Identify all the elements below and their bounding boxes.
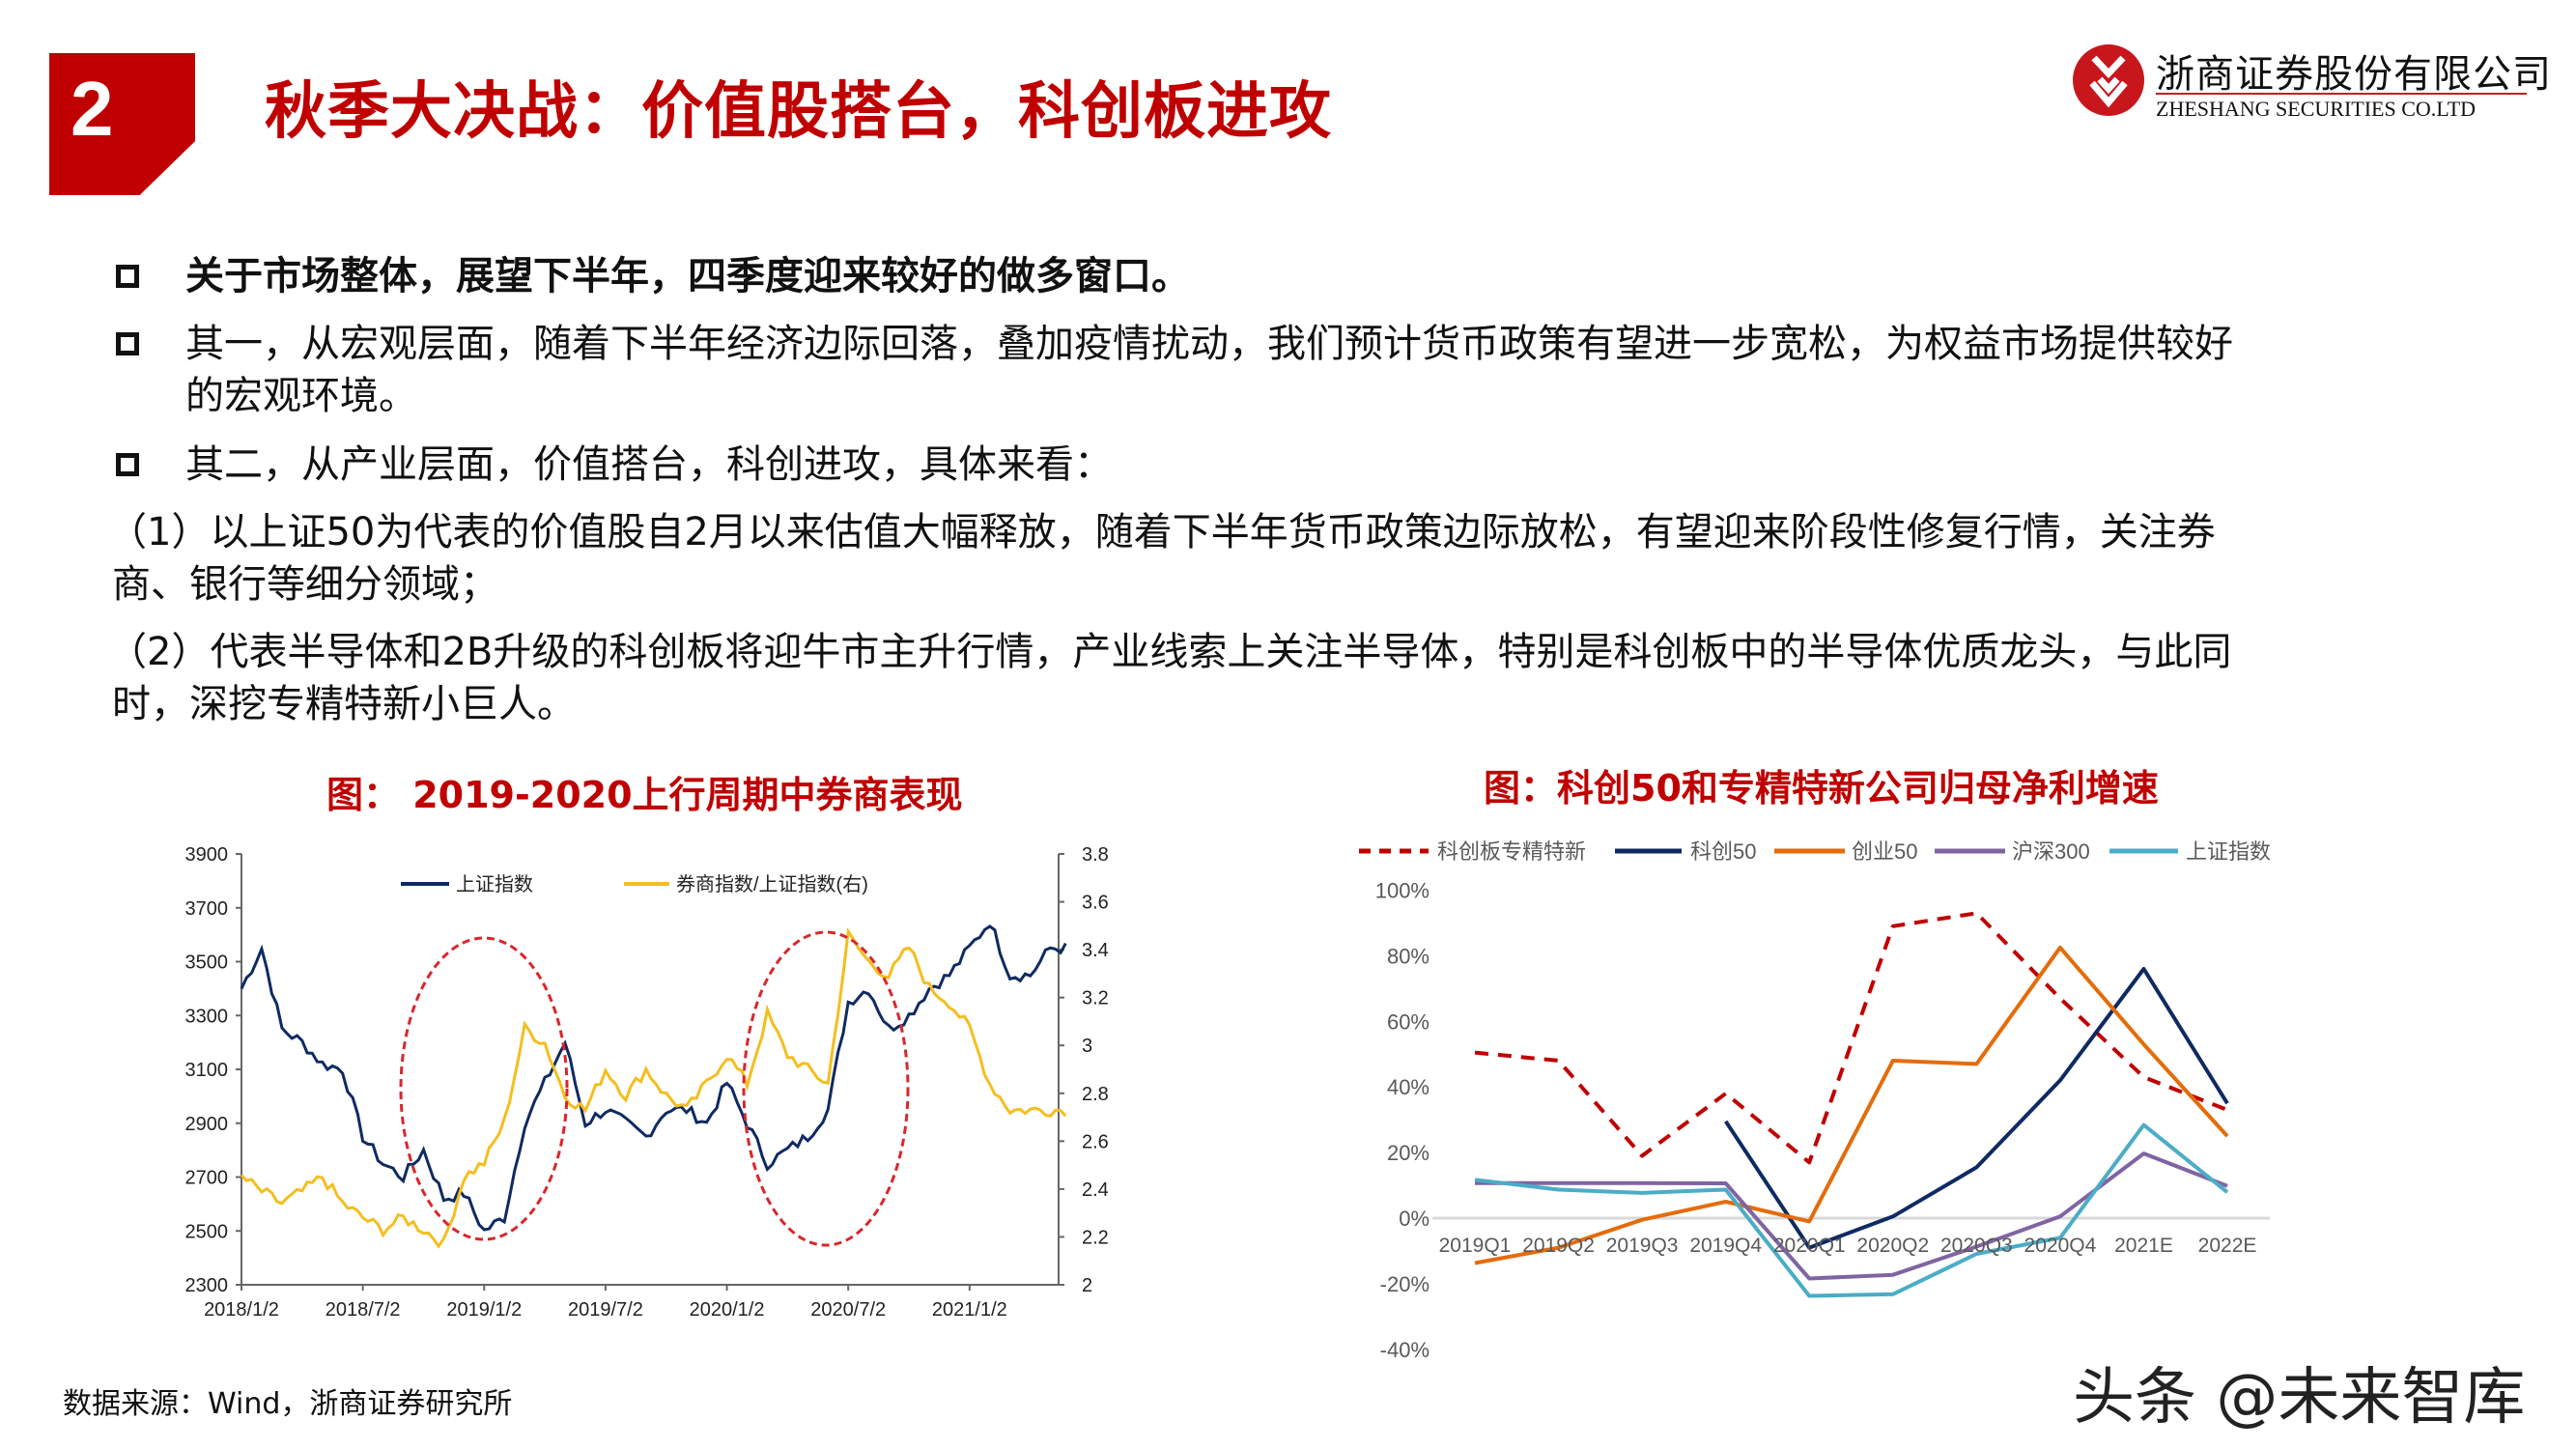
left-y-tick-label: 3500 bbox=[185, 952, 229, 974]
left-y-tick-label: 2500 bbox=[185, 1221, 229, 1242]
left-chart-title: 图： 2019-2020上行周期中券商表现 bbox=[326, 774, 963, 816]
right-y-tick-label: 3.8 bbox=[1082, 844, 1109, 866]
right-y-tick-label: 2.8 bbox=[1082, 1084, 1109, 1105]
x-tick-label: 2019Q3 bbox=[1606, 1235, 1679, 1257]
right-y-tick-label: 3.4 bbox=[1082, 940, 1109, 961]
left-y-tick-label: 3300 bbox=[185, 1006, 229, 1027]
bullet-2-line-2: 的宏观环境。 bbox=[185, 374, 417, 418]
x-tick-label: 2018/1/2 bbox=[204, 1299, 279, 1321]
x-tick-label: 2019/1/2 bbox=[446, 1299, 522, 1321]
y-tick-label: 60% bbox=[1387, 1009, 1430, 1034]
x-tick-label: 2020Q2 bbox=[1856, 1235, 1929, 1257]
x-tick-label: 2019Q1 bbox=[1439, 1235, 1512, 1257]
y-tick-label: 20% bbox=[1387, 1141, 1430, 1165]
y-tick-label: 100% bbox=[1375, 879, 1430, 903]
section-number: 2 bbox=[71, 66, 114, 152]
y-tick-label: 0% bbox=[1399, 1207, 1430, 1231]
series-line-0 bbox=[1474, 911, 2228, 1165]
bullet-1: 关于市场整体，展望下半年，四季度迎来较好的做多窗口。 bbox=[185, 254, 1190, 298]
x-tick-label: 2019Q2 bbox=[1522, 1235, 1595, 1257]
paragraph-2-line-2: 时，深挖专精特新小巨人。 bbox=[112, 682, 576, 726]
left-y-tick-label: 3700 bbox=[185, 898, 229, 920]
x-tick-label: 2019Q4 bbox=[1689, 1235, 1762, 1257]
legend-label: 上证指数 bbox=[2186, 839, 2271, 864]
logo-en-text: ZHESHANG SECURITIES CO.LTD bbox=[2156, 97, 2477, 121]
right-y-tick-label: 2 bbox=[1082, 1275, 1092, 1296]
right-y-tick-label: 2.4 bbox=[1082, 1179, 1109, 1201]
series-line-2 bbox=[1474, 945, 2229, 1265]
bullet-square-icon bbox=[116, 453, 139, 476]
y-tick-label: 40% bbox=[1387, 1075, 1430, 1099]
x-tick-label: 2018/7/2 bbox=[326, 1299, 401, 1321]
bullet-3: 其二，从产业层面，价值搭台，科创进攻，具体来看： bbox=[185, 442, 1113, 487]
series-line-broker-ratio bbox=[240, 926, 1067, 1249]
x-tick-label: 2020/1/2 bbox=[690, 1299, 765, 1321]
x-tick-label: 2020Q4 bbox=[2024, 1235, 2097, 1257]
highlight-ellipse bbox=[742, 930, 910, 1247]
bullet-square-icon bbox=[116, 265, 139, 288]
x-tick-label: 2021E bbox=[2114, 1235, 2173, 1257]
x-tick-label: 2022E bbox=[2198, 1235, 2257, 1257]
x-tick-label: 2019/7/2 bbox=[568, 1299, 643, 1321]
paragraph-2-line-1: （2）代表半导体和2B升级的科创板将迎牛市主升行情，产业线索上关注半导体，特别是… bbox=[108, 630, 2232, 674]
right-y-tick-label: 3.2 bbox=[1082, 988, 1109, 1009]
right-y-tick-label: 3.6 bbox=[1082, 893, 1109, 914]
y-tick-label: 80% bbox=[1387, 944, 1430, 968]
bullet-2-line-1: 其一，从宏观层面，随着下半年经济边际回落，叠加疫情扰动，我们预计货币政策有望进一… bbox=[185, 322, 2233, 366]
right-chart-title: 图：科创50和专精特新公司归母净利增速 bbox=[1484, 767, 2159, 810]
legend-label: 科创50 bbox=[1690, 839, 1756, 864]
right-y-tick-label: 2.6 bbox=[1082, 1131, 1109, 1152]
y-tick-label: -40% bbox=[1380, 1338, 1430, 1362]
series-line-4 bbox=[1474, 1122, 2229, 1298]
profit-growth-chart: 100% 80% 60% 40% 20% 0% -20% -40% 2019Q1 2019Q2 20… bbox=[1359, 839, 2271, 1362]
logo-cn-text: 浙商证券股份有限公司 bbox=[2156, 52, 2552, 97]
bullet-square-icon bbox=[116, 332, 139, 355]
series-line-shanghai-index bbox=[240, 924, 1067, 1232]
right-y-tick-label: 3 bbox=[1082, 1036, 1092, 1057]
x-tick-label: 2020Q1 bbox=[1773, 1235, 1846, 1257]
left-y-tick-label: 2300 bbox=[185, 1275, 229, 1296]
watermark: 头条 @未来智库 bbox=[2073, 1362, 2526, 1434]
series-line-3 bbox=[1475, 1151, 2228, 1281]
legend-label: 券商指数/上证指数(右) bbox=[676, 873, 868, 895]
logo-emblem-icon bbox=[2073, 44, 2144, 116]
x-tick-label: 2021/1/2 bbox=[932, 1299, 1007, 1321]
y-tick-label: -20% bbox=[1380, 1272, 1430, 1296]
x-tick-label: 2020Q3 bbox=[1940, 1235, 2013, 1257]
logo-rule bbox=[2156, 93, 2527, 95]
left-y-tick-label: 2700 bbox=[185, 1168, 229, 1189]
left-y-tick-label: 3900 bbox=[185, 844, 229, 866]
data-source-note: 数据来源：Wind，浙商证券研究所 bbox=[63, 1387, 513, 1421]
page-title: 秋季大决战：价值股搭台，科创板进攻 bbox=[265, 76, 1332, 148]
highlight-ellipse bbox=[399, 936, 569, 1241]
left-y-tick-label: 3100 bbox=[185, 1060, 229, 1081]
legend-label: 沪深300 bbox=[2012, 839, 2090, 864]
company-logo: 浙商证券股份有限公司 ZHESHANG SECURITIES CO.LTD bbox=[2073, 44, 2551, 122]
legend-label: 科创板专精特新 bbox=[1437, 839, 1586, 864]
left-y-tick-label: 2900 bbox=[185, 1114, 229, 1135]
x-tick-label: 2020/7/2 bbox=[810, 1299, 886, 1321]
legend-label: 上证指数 bbox=[456, 873, 533, 895]
securities-index-chart: 2300 2500 2700 2900 3100 3300 3500 3700 3900 2 2.2… bbox=[185, 844, 1109, 1321]
series-line-1 bbox=[1724, 967, 2229, 1250]
paragraph-1-line-2: 商、银行等细分领域； bbox=[112, 562, 498, 607]
right-y-tick-label: 2.2 bbox=[1082, 1227, 1109, 1248]
legend-label: 创业50 bbox=[1852, 839, 1917, 864]
paragraph-1-line-1: （1）以上证50为代表的价值股自2月以来估值大幅释放，随着下半年货币政策边际放松… bbox=[108, 510, 2216, 554]
section-number-badge: 2 bbox=[49, 53, 195, 195]
